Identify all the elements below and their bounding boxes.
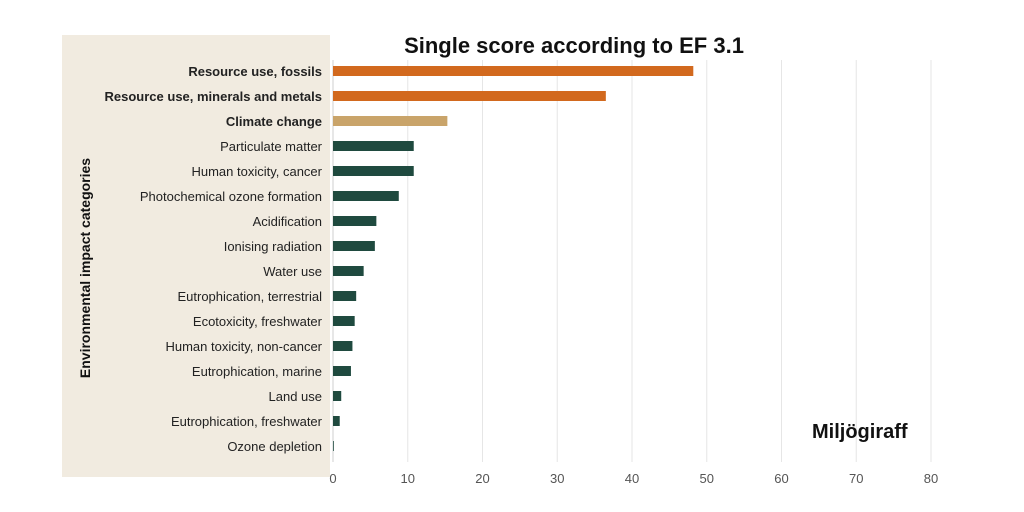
bar <box>333 166 414 176</box>
category-label: Eutrophication, freshwater <box>171 414 323 429</box>
x-tick-label: 80 <box>924 471 938 486</box>
x-axis-ticks: 0 10 20 30 40 50 60 70 80 <box>329 471 938 486</box>
category-label: Land use <box>269 389 323 404</box>
category-label: Resource use, fossils <box>188 64 322 79</box>
bar <box>333 191 399 201</box>
bar <box>333 141 414 151</box>
chart-title: Single score according to EF 3.1 <box>404 33 744 58</box>
category-label: Acidification <box>253 214 322 229</box>
category-label: Ionising radiation <box>224 239 322 254</box>
bar <box>333 341 353 351</box>
x-tick-label: 70 <box>849 471 863 486</box>
bar <box>333 266 364 276</box>
category-label: Ecotoxicity, freshwater <box>193 314 323 329</box>
bar <box>333 66 694 76</box>
category-label: Eutrophication, terrestrial <box>177 289 322 304</box>
x-tick-label: 20 <box>475 471 489 486</box>
bar <box>333 291 357 301</box>
category-label: Human toxicity, cancer <box>191 164 322 179</box>
category-label: Particulate matter <box>220 139 323 154</box>
category-label: Resource use, minerals and metals <box>105 89 322 104</box>
bars <box>333 66 694 451</box>
category-label: Ozone depletion <box>227 439 322 454</box>
x-tick-label: 60 <box>774 471 788 486</box>
bar <box>333 391 342 401</box>
gridlines <box>332 60 932 462</box>
bar <box>333 116 448 126</box>
category-label: Climate change <box>226 114 322 129</box>
logo: Miljögiraff <box>812 421 908 443</box>
bar <box>333 316 355 326</box>
category-label: Human toxicity, non-cancer <box>165 339 322 354</box>
category-label: Water use <box>263 264 322 279</box>
category-label: Photochemical ozone formation <box>140 189 322 204</box>
bar <box>333 216 377 226</box>
bar <box>333 441 334 451</box>
category-labels: Resource use, fossils Resource use, miner… <box>105 64 323 454</box>
y-axis-label: Environmental impact categories <box>77 158 93 378</box>
x-tick-label: 50 <box>700 471 714 486</box>
x-tick-label: 40 <box>625 471 639 486</box>
bar <box>333 416 340 426</box>
x-tick-label: 10 <box>401 471 415 486</box>
bar <box>333 91 606 101</box>
logo-text: Miljögiraff <box>812 421 908 443</box>
bar <box>333 241 375 251</box>
x-tick-label: 30 <box>550 471 564 486</box>
bar <box>333 366 351 376</box>
x-tick-label: 0 <box>329 471 336 486</box>
category-label: Eutrophication, marine <box>192 364 322 379</box>
label-panel <box>62 35 330 477</box>
